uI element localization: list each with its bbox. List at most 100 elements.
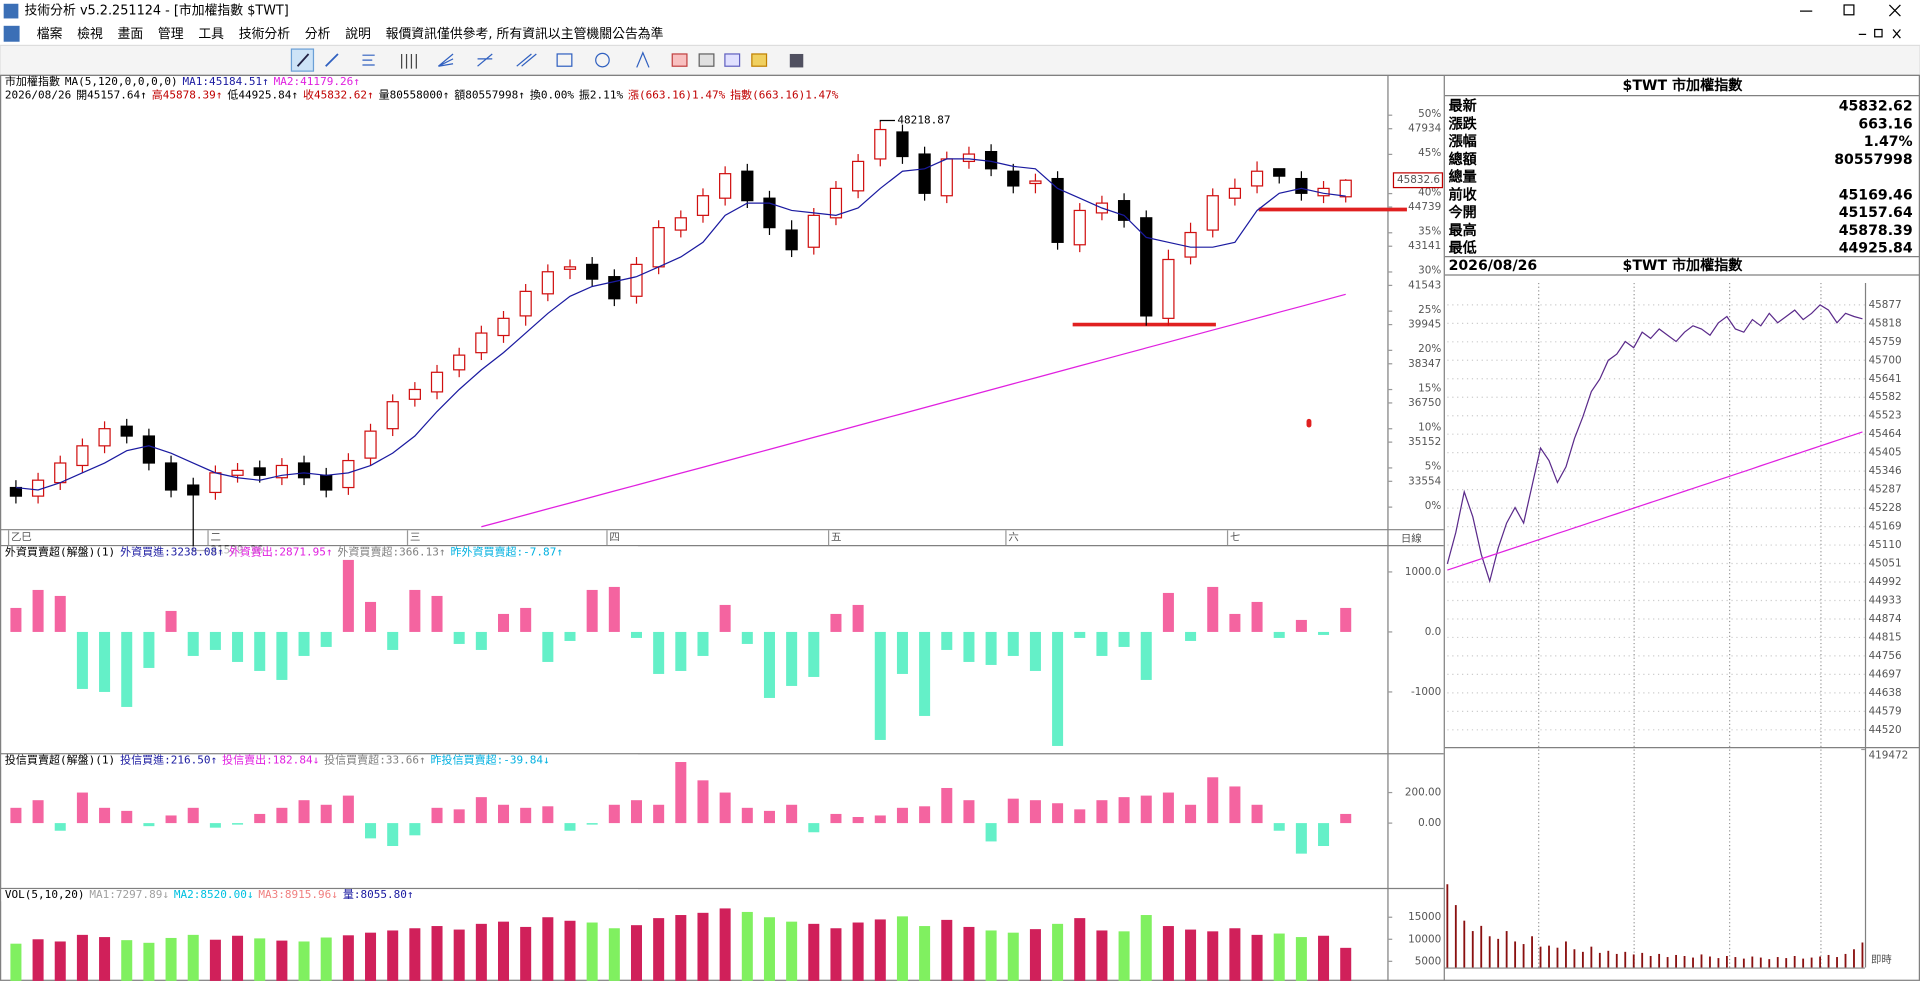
net-bar bbox=[542, 806, 554, 824]
y-tick-label: 45641 bbox=[1869, 373, 1902, 385]
volume-bar bbox=[763, 917, 775, 981]
quote-value: 45832.62 bbox=[1839, 99, 1913, 115]
tool-line[interactable] bbox=[325, 53, 339, 67]
menu-item[interactable]: 工具 bbox=[198, 27, 224, 42]
candle-body bbox=[209, 472, 222, 494]
net-bar bbox=[431, 595, 443, 632]
candle-body bbox=[1184, 231, 1197, 258]
net-bar bbox=[475, 797, 487, 824]
header-bg bbox=[1, 754, 638, 767]
header-item: 外資買進:3238.08↑ bbox=[120, 545, 224, 558]
net-bar bbox=[653, 804, 665, 824]
header-item: 昨外資買賣超:-7.87↑ bbox=[450, 544, 563, 558]
y-tick-label: 45405 bbox=[1869, 447, 1902, 459]
net-bar bbox=[1096, 631, 1108, 656]
close-button[interactable] bbox=[1888, 4, 1901, 17]
volume-bar bbox=[919, 926, 931, 981]
mdi-controls[interactable] bbox=[1858, 28, 1901, 39]
toolbar-buttons[interactable] bbox=[290, 48, 804, 72]
volume-bar bbox=[1340, 947, 1352, 981]
tool-erase[interactable] bbox=[671, 53, 688, 67]
panel-header: 投信買賣超(解盤)(1) 投信買進:216.50↑ 投信賣出:182.84↓ 投信買賣… bbox=[5, 753, 550, 767]
net-bar bbox=[919, 631, 931, 716]
y-tick-label: 45464 bbox=[1869, 428, 1902, 440]
net-bar bbox=[475, 631, 487, 650]
tool-props[interactable] bbox=[724, 53, 741, 67]
charts: 市加權指數 MA(5,120,0,0,0,0) MA1:45184.51↑ MA2:4… bbox=[1, 74, 1913, 981]
candle-body bbox=[652, 227, 665, 268]
menu-item[interactable]: 技術分析 bbox=[239, 27, 291, 42]
net-bar bbox=[1251, 804, 1263, 824]
net-bar bbox=[165, 610, 177, 632]
maximize-button[interactable] bbox=[1843, 4, 1855, 16]
candle-body bbox=[763, 197, 776, 229]
menu-item[interactable]: 說明 bbox=[345, 27, 371, 42]
y2-tick-label: 30% bbox=[1418, 265, 1441, 277]
net-bar bbox=[941, 787, 953, 824]
tool-fib[interactable] bbox=[362, 54, 375, 66]
menu-item[interactable]: 畫面 bbox=[118, 27, 144, 42]
frames bbox=[0, 74, 1920, 981]
volume-bar bbox=[1074, 918, 1086, 981]
net-bar bbox=[1096, 800, 1108, 824]
net-bar bbox=[409, 589, 421, 632]
menu-item[interactable]: 檢視 bbox=[77, 26, 103, 42]
mdi-restore[interactable] bbox=[1874, 28, 1883, 38]
y-tick-label: 45169 bbox=[1869, 521, 1902, 533]
y-tick-label: 45759 bbox=[1869, 336, 1902, 348]
y-tick-label: 44697 bbox=[1869, 668, 1902, 680]
y-tick-label: 44739 bbox=[1408, 201, 1441, 213]
quote-value: 45878.39 bbox=[1839, 223, 1913, 239]
y-tick-label: 44579 bbox=[1869, 705, 1902, 717]
tool-text[interactable] bbox=[636, 51, 650, 68]
candle-body bbox=[187, 484, 200, 496]
net-bar bbox=[10, 807, 22, 824]
menu-item[interactable]: 檔案 bbox=[37, 27, 63, 42]
tool-color[interactable] bbox=[751, 53, 768, 67]
volume-bar bbox=[1295, 937, 1307, 981]
tool-rect[interactable] bbox=[556, 53, 573, 67]
tool-ellipse[interactable] bbox=[595, 52, 610, 68]
header-item: 漲(663.16)1.47% bbox=[628, 89, 726, 102]
net-bar bbox=[896, 631, 908, 674]
quote-title: $TWT 市加權指數 bbox=[1623, 77, 1744, 94]
tool-copy[interactable] bbox=[698, 53, 715, 67]
candle-body bbox=[1140, 217, 1153, 317]
candle-body bbox=[120, 425, 133, 437]
volume-bar bbox=[165, 937, 177, 981]
net-bar bbox=[1140, 631, 1152, 680]
candle-body bbox=[9, 486, 23, 497]
candle-body bbox=[541, 271, 554, 295]
volume-bar bbox=[76, 934, 88, 981]
y-tick-label: 45228 bbox=[1869, 502, 1902, 514]
tool-parallel[interactable] bbox=[516, 53, 537, 67]
menu-item[interactable]: 管理 bbox=[158, 26, 184, 42]
net-bar bbox=[1273, 631, 1285, 638]
volume-bar bbox=[143, 942, 155, 981]
volume-bar bbox=[1140, 915, 1152, 981]
net-bar bbox=[1029, 631, 1041, 671]
net-bar bbox=[1052, 803, 1064, 824]
net-bar bbox=[254, 631, 266, 671]
volume-bar bbox=[187, 934, 199, 981]
header-item: 振2.11% bbox=[579, 88, 624, 102]
x-tick-label: 五 bbox=[831, 532, 841, 544]
candle-body bbox=[630, 263, 643, 297]
volume-bar bbox=[1251, 934, 1263, 981]
net-bar bbox=[630, 631, 642, 638]
candle-body bbox=[297, 462, 311, 479]
tool-save[interactable] bbox=[789, 53, 804, 68]
menu-bar bbox=[0, 22, 1920, 46]
menu: 檔案 檢視 畫面 管理 工具 技術分析 分析 說明 報價資訊僅供參考, 所有資訊以主管機關公告為… bbox=[37, 26, 664, 42]
volume-bar bbox=[99, 937, 111, 981]
tool-fan[interactable] bbox=[437, 53, 454, 67]
tool-channel[interactable] bbox=[477, 53, 493, 67]
mdi-close[interactable] bbox=[1892, 29, 1901, 39]
marker bbox=[1306, 418, 1312, 428]
tool-bars[interactable] bbox=[401, 53, 417, 69]
window-controls[interactable] bbox=[1800, 4, 1901, 17]
net-bar bbox=[653, 631, 665, 674]
menu-item[interactable]: 分析 bbox=[305, 27, 331, 42]
